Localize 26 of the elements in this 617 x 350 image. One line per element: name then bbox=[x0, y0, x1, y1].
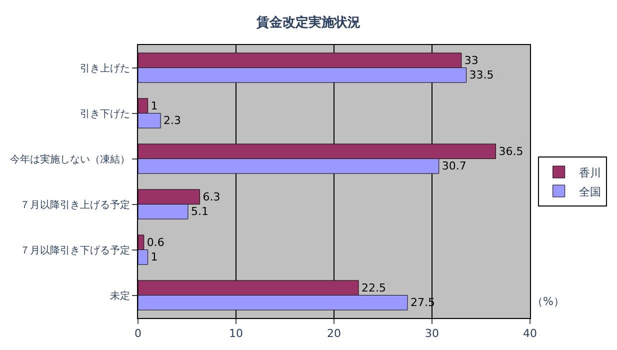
y-tick-label: ７月以降引き下げる予定 bbox=[20, 244, 130, 256]
x-tick-label: 20 bbox=[327, 327, 341, 340]
data-label: 2.3 bbox=[164, 114, 182, 128]
y-tick-label: 今年は実施しない（凍結） bbox=[10, 153, 130, 166]
data-label: 1 bbox=[150, 250, 158, 264]
y-tick-label: 引き下げた bbox=[80, 108, 130, 120]
y-tick-label: 引き上げた bbox=[80, 62, 130, 74]
y-tick-label: 未定 bbox=[110, 290, 130, 302]
y-tick-label: ７月以降引き上げる予定 bbox=[20, 198, 130, 211]
data-label: 22.5 bbox=[362, 281, 386, 294]
chart-title: 賃金改定実施状況 bbox=[256, 14, 360, 31]
x-tick-label: 10 bbox=[229, 327, 243, 340]
data-label: 5.1 bbox=[190, 205, 208, 218]
data-label: 33.5 bbox=[469, 68, 494, 82]
x-tick-label: 40 bbox=[523, 327, 537, 340]
data-label: 0.6 bbox=[146, 236, 164, 249]
data-label: 6.3 bbox=[202, 190, 220, 204]
data-label: 1 bbox=[150, 99, 158, 112]
data-label: 33 bbox=[464, 54, 478, 67]
legend-label: 香川 bbox=[578, 166, 601, 180]
data-label: 30.7 bbox=[442, 160, 466, 173]
text: （%） bbox=[532, 295, 564, 308]
x-tick-label: 30 bbox=[425, 327, 439, 340]
data-label: 36.5 bbox=[498, 144, 524, 158]
legend-label: 全国 bbox=[578, 185, 601, 198]
x-tick-label: 0 bbox=[134, 327, 142, 340]
